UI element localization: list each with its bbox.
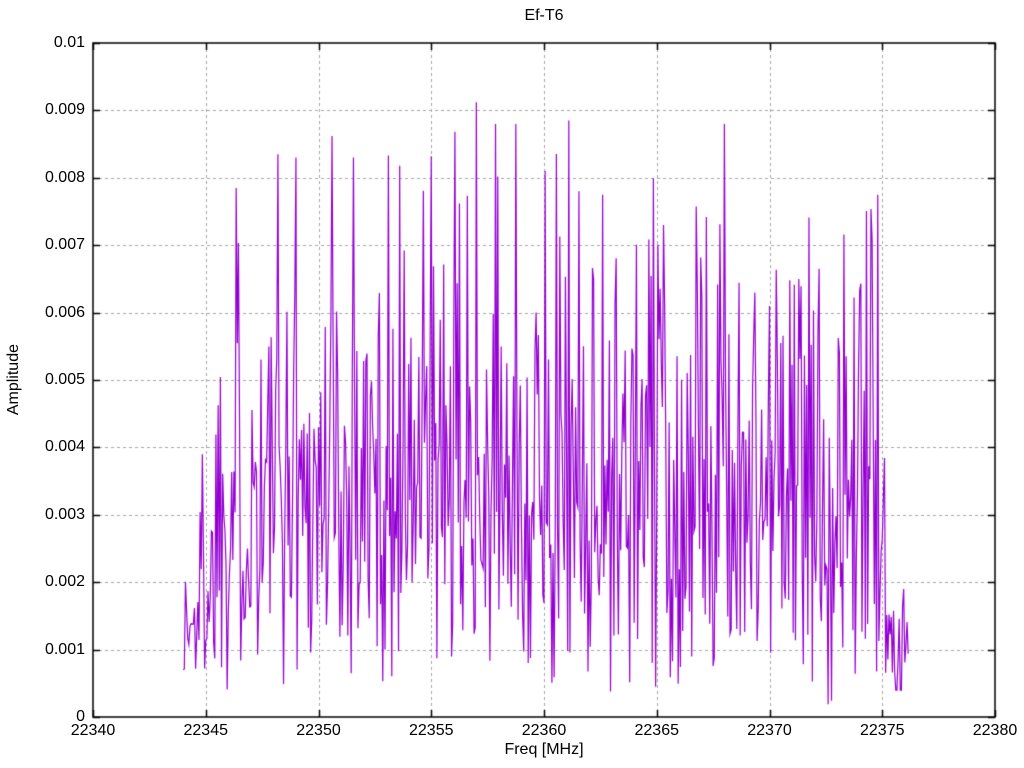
x-tick-label: 22360 xyxy=(521,722,567,739)
y-tick-label: 0.001 xyxy=(44,640,85,658)
y-tick-label: 0.006 xyxy=(44,303,85,321)
y-tick-label: 0.002 xyxy=(44,573,85,591)
y-tick-label: 0 xyxy=(76,708,85,725)
y-tick-label: 0.01 xyxy=(53,34,85,51)
y-tick-label: 0.008 xyxy=(44,168,85,186)
chart-title: Ef-T6 xyxy=(524,7,564,24)
x-tick-label: 22365 xyxy=(634,722,680,739)
x-tick-label: 22340 xyxy=(70,722,116,739)
x-axis-label: Freq [MHz] xyxy=(504,741,584,758)
x-tick-label: 22370 xyxy=(747,722,792,739)
y-tick-label: 0.005 xyxy=(44,371,85,388)
x-tick-label: 22375 xyxy=(860,722,905,739)
y-tick-label: 0.007 xyxy=(44,236,85,254)
x-tick-label: 22380 xyxy=(972,722,1018,739)
y-tick-label: 0.004 xyxy=(44,438,85,456)
y-tick-label: 0.003 xyxy=(44,505,85,523)
x-tick-label: 22350 xyxy=(296,722,341,739)
x-tick-label: 22355 xyxy=(409,722,454,739)
y-tick-label: 0.009 xyxy=(44,101,85,119)
x-tick-label: 22345 xyxy=(183,722,229,739)
